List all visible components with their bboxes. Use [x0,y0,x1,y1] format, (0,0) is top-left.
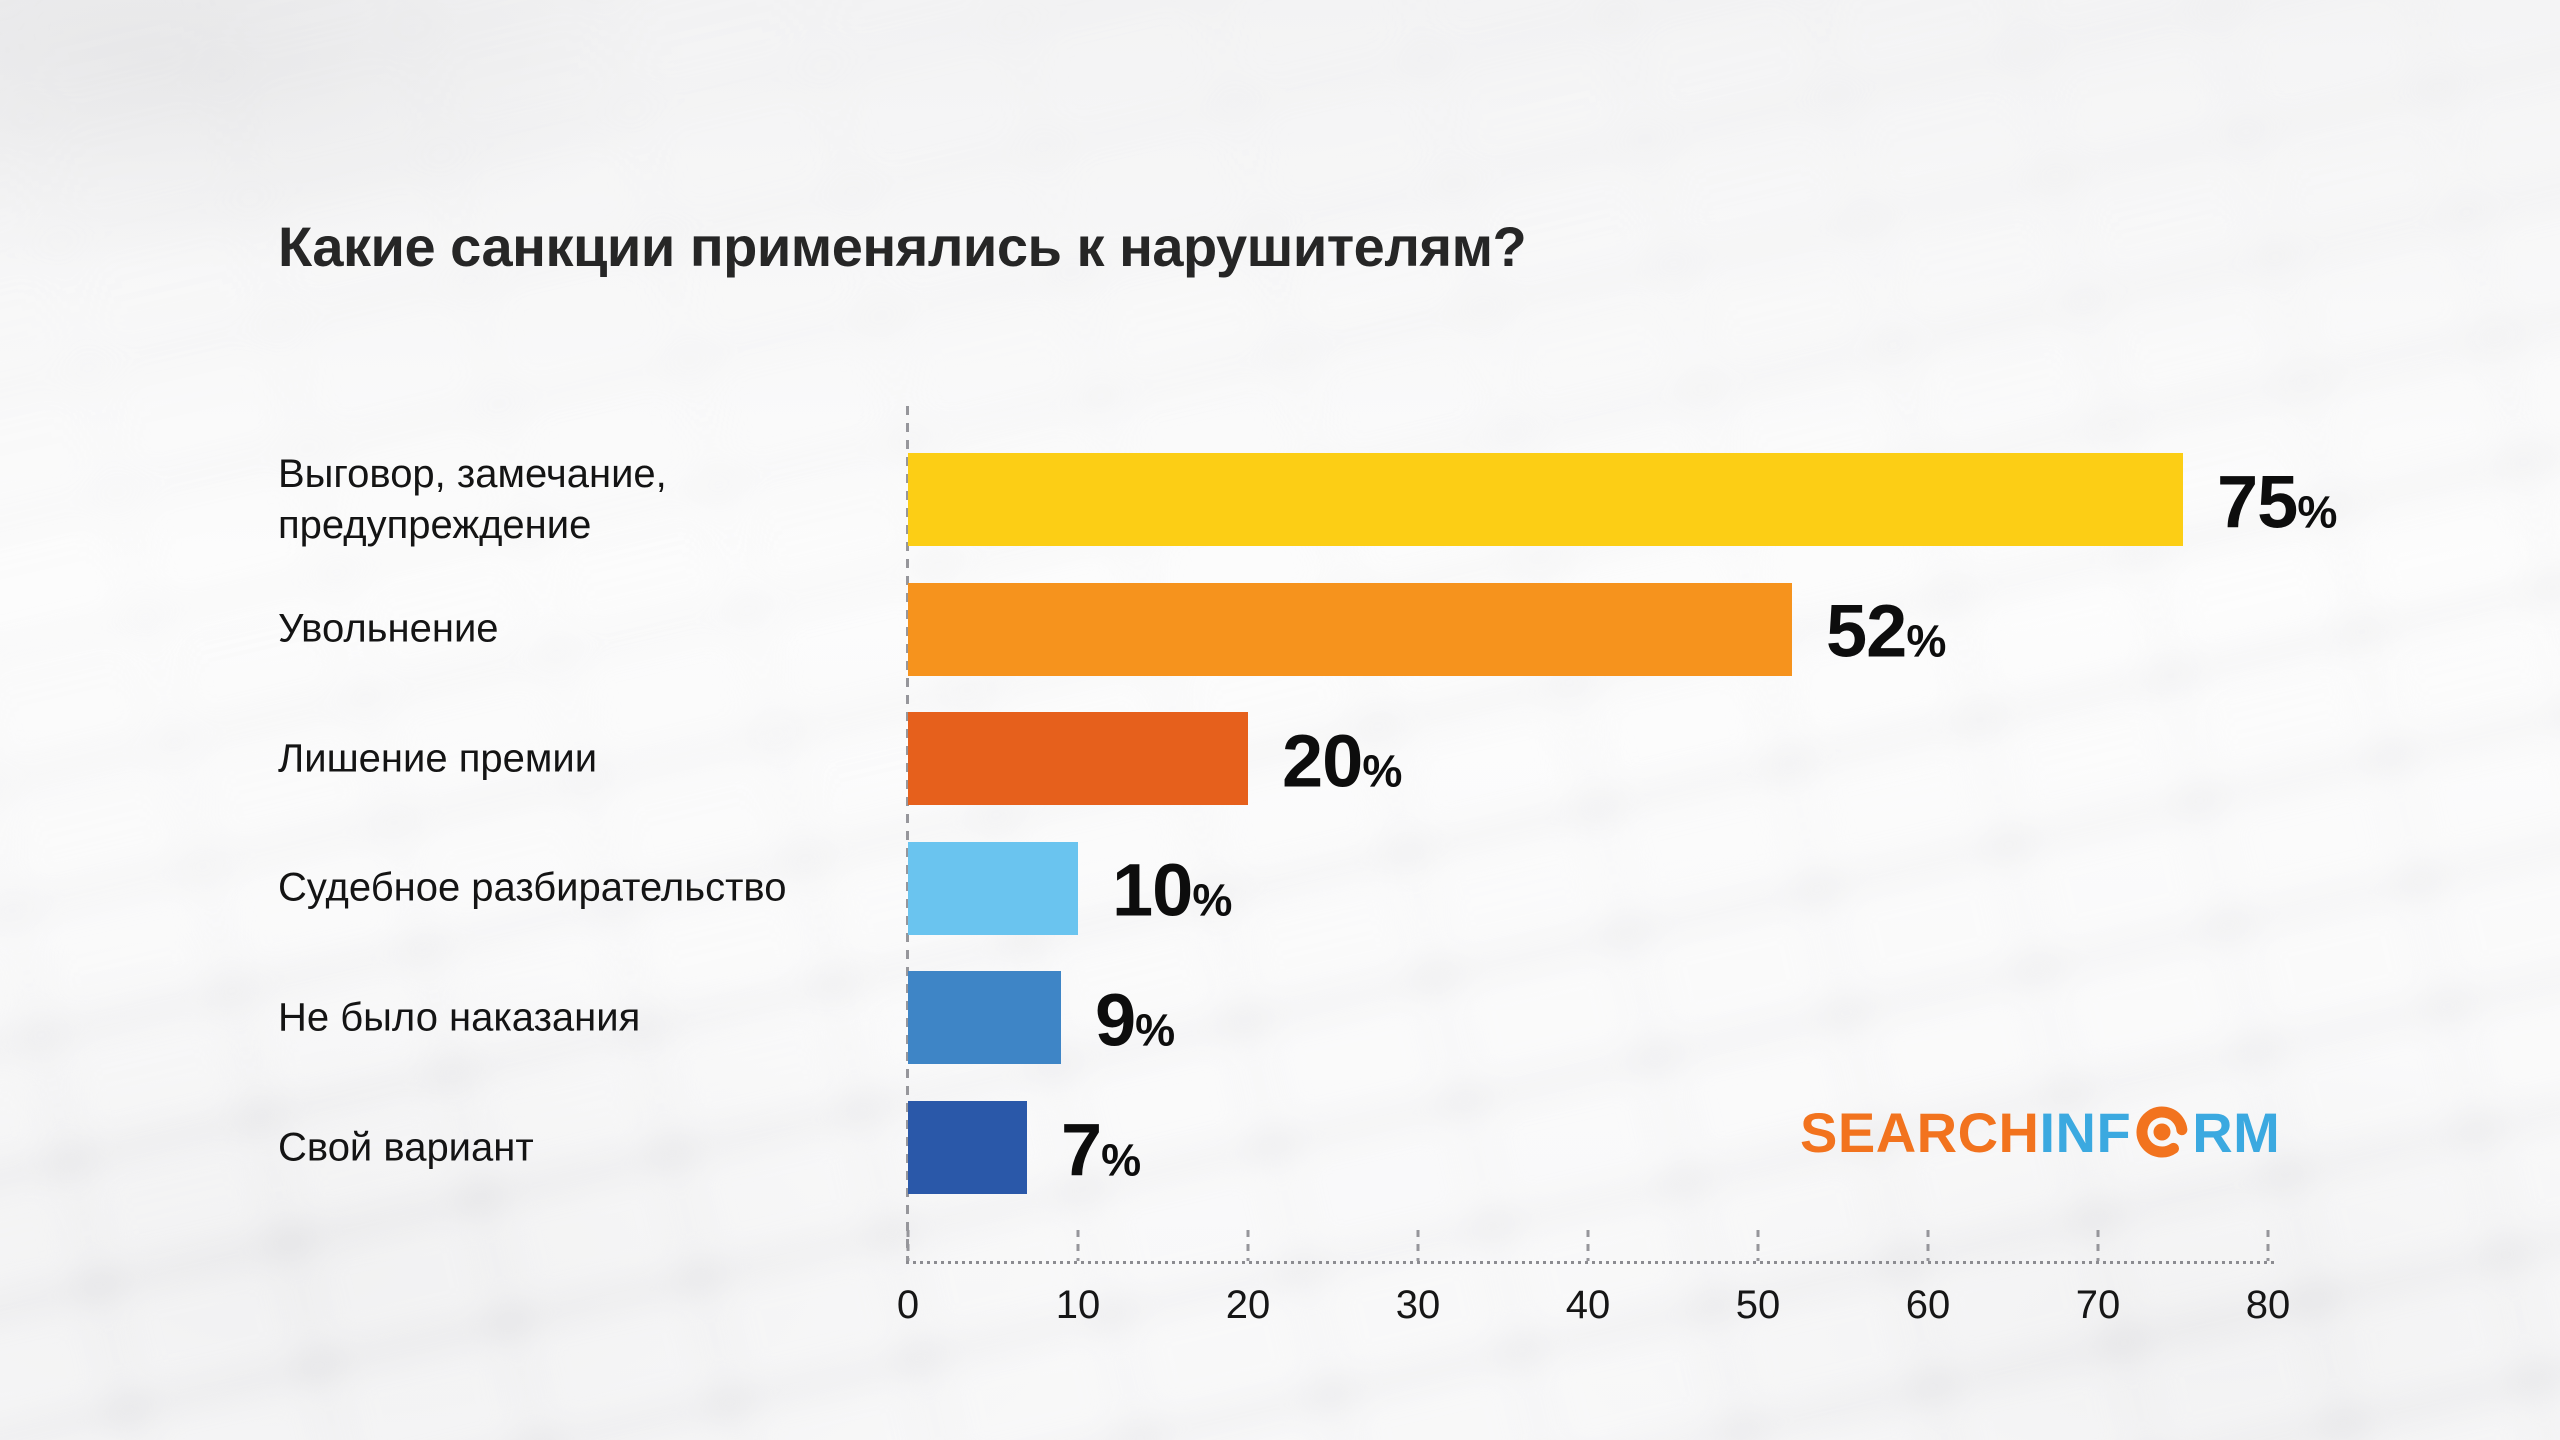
x-axis-tick-mark [1246,1230,1250,1261]
bar [908,453,2183,546]
bar-value-label: 20% [1282,718,1402,803]
bar-value-number: 52 [1826,589,1907,673]
bar-value-number: 9 [1095,978,1136,1062]
bar-value-percent-sign: % [1101,1134,1142,1185]
x-axis-tick-mark [2266,1230,2270,1261]
x-axis-tick-mark [1076,1230,1080,1261]
category-label: Лишение премии [278,736,598,781]
bar-value-percent-sign: % [1135,1004,1176,1056]
logo-text-rm: RM [2192,1100,2281,1164]
x-axis-tick-label: 30 [1395,1283,1441,1327]
bar [908,712,1248,806]
x-axis-tick-label: 40 [1565,1283,1611,1327]
bar-value-number: 7 [1061,1108,1102,1191]
category-label: Выговор, замечание, предупреждение [278,451,667,547]
logo-text-search: SEARCH [1800,1100,2040,1164]
bar-value-number: 20 [1282,719,1363,803]
bar-value-number: 75 [2217,460,2298,543]
logo-o-target-icon [2133,1103,2191,1161]
bar-value-label: 52% [1826,589,1946,674]
bar-value-label: 75% [2217,459,2337,544]
x-axis-baseline [906,1261,2276,1264]
category-label: Увольнение [278,606,499,651]
x-axis-tick-label: 0 [896,1283,920,1327]
bar [908,841,1078,935]
x-axis-tick-mark [906,1230,910,1261]
x-axis-tick-mark [1586,1230,1590,1261]
bar-value-label: 9% [1095,977,1175,1062]
x-axis-tick-label: 10 [1055,1283,1101,1327]
x-axis-tick-mark [1756,1230,1760,1261]
bar [908,582,1792,676]
logo-text-inf: INF [2039,1100,2132,1164]
category-label: Не было наказания [278,995,641,1040]
bar-value-label: 7% [1061,1107,1141,1192]
category-labels-column: Выговор, замечание, предупреждение Увольн… [278,406,878,1263]
x-axis-tick-label: 20 [1225,1283,1271,1327]
plot-area: 75% 52% 20% 10% 9% 7% 0 10 20 30 40 50 60 70 80 [897,406,2337,1327]
bar-value-percent-sign: % [1192,874,1233,926]
bar-value-percent-sign: % [1362,745,1403,797]
bar-value-number: 10 [1112,848,1193,932]
x-axis-tick-mark [1926,1230,1930,1261]
bar [908,971,1061,1065]
bar-value-percent-sign: % [2297,486,2338,537]
bar-value-label: 10% [1112,848,1232,933]
x-axis-tick-label: 80 [2245,1283,2291,1327]
category-label: Судебное разбирательство [278,865,787,910]
x-axis-tick-label: 60 [1905,1283,1951,1327]
x-axis-tick-mark [1416,1230,1420,1261]
x-axis-tick-mark [2096,1230,2100,1261]
bar-value-percent-sign: % [1906,615,1947,667]
page-title: Какие санкции применялись к нарушителям? [278,214,1527,278]
searchinform-logo: SEARCH INF RM [1800,1098,2280,1166]
x-axis-tick-label: 70 [2075,1283,2121,1327]
y-axis-line [906,406,909,1263]
bar [908,1101,1027,1194]
x-axis-tick-label: 50 [1735,1283,1781,1327]
category-label: Свой вариант [278,1124,534,1169]
